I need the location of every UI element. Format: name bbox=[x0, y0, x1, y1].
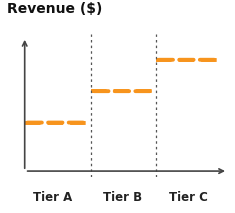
Text: Tier A: Tier A bbox=[33, 191, 73, 204]
Text: Tier C: Tier C bbox=[169, 191, 208, 204]
Text: Revenue ($): Revenue ($) bbox=[7, 1, 103, 16]
Text: Tier B: Tier B bbox=[103, 191, 143, 204]
